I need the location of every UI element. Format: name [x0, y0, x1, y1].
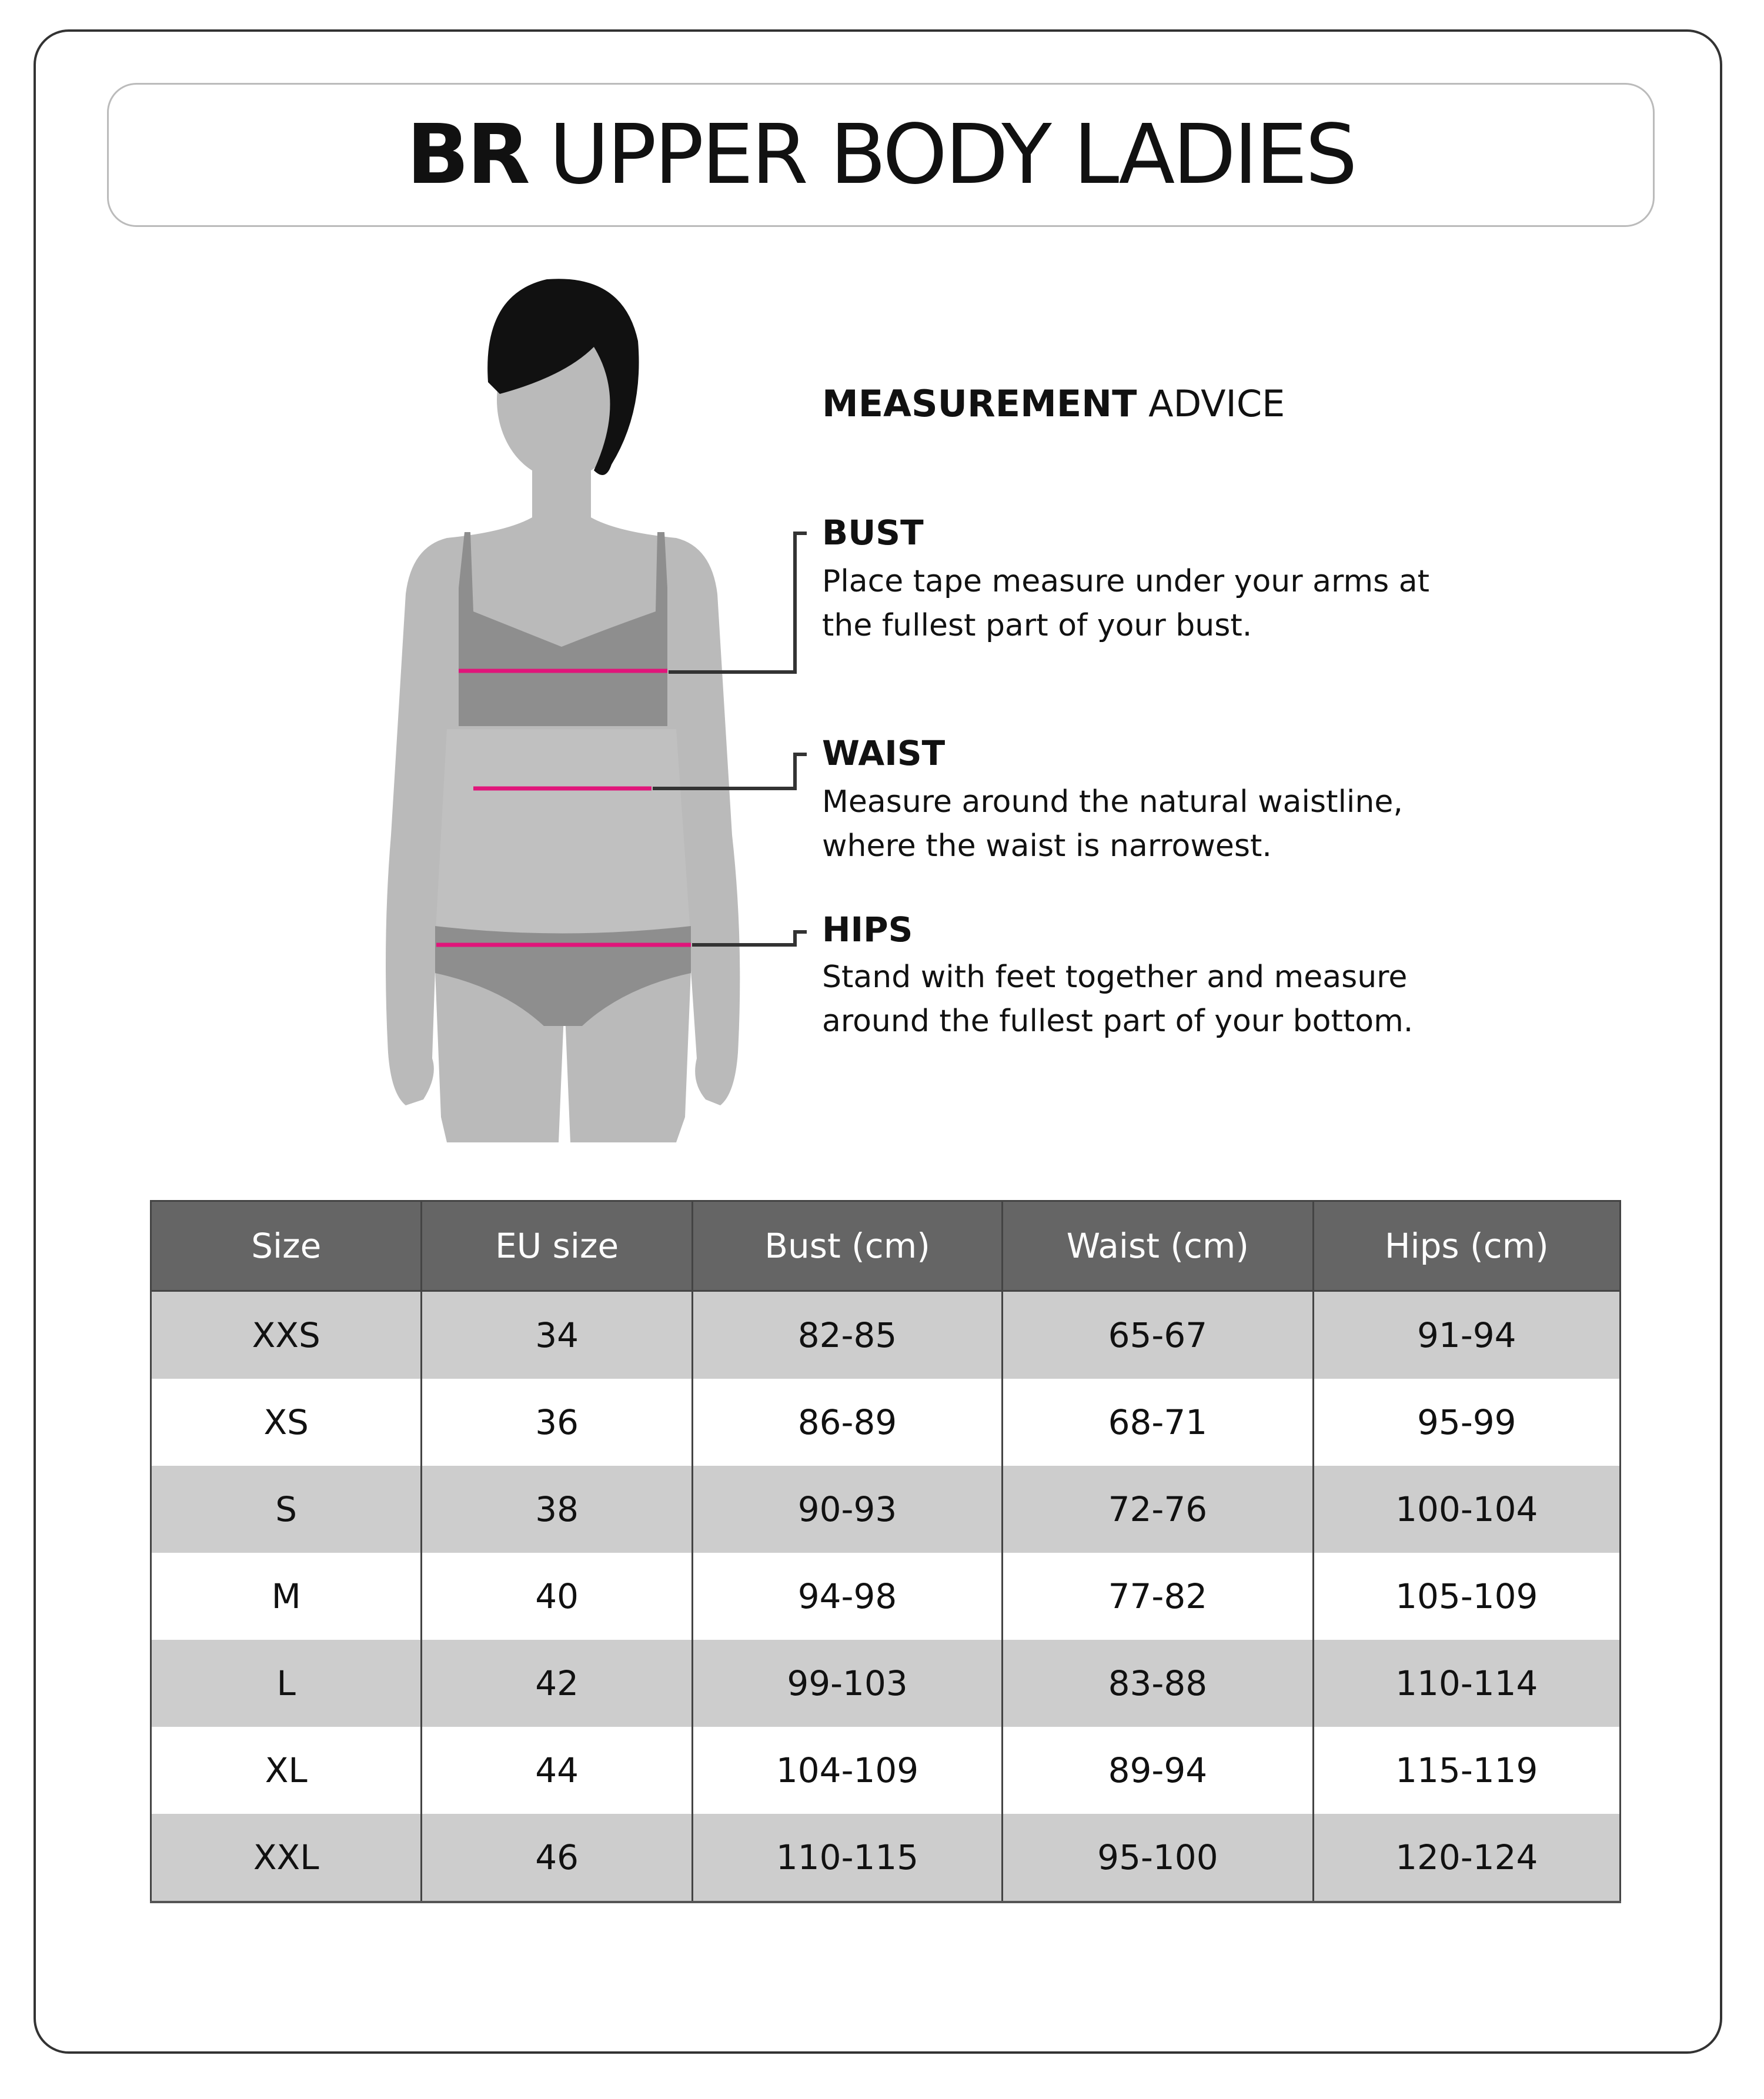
cell-hips: 91-94: [1312, 1291, 1622, 1379]
cell-eu-size: 46: [420, 1814, 693, 1903]
cell-waist: 89-94: [1001, 1727, 1314, 1814]
cell-bust: 94-98: [691, 1553, 1004, 1640]
cell-eu-size: 40: [420, 1553, 693, 1640]
table-row: XXL 46 110-115 95-100 120-124: [149, 1814, 1622, 1903]
cell-waist: 72-76: [1001, 1466, 1314, 1553]
bust-heading: BUST: [822, 513, 924, 553]
cell-bust: 110-115: [691, 1814, 1004, 1903]
hips-heading: HIPS: [822, 910, 913, 950]
cell-hips: 95-99: [1312, 1379, 1622, 1466]
advice-light: ADVICE: [1148, 382, 1285, 425]
cell-bust: 104-109: [691, 1727, 1004, 1814]
cell-hips: 105-109: [1312, 1553, 1622, 1640]
cell-size: XXS: [149, 1291, 423, 1379]
hair: [487, 279, 639, 475]
cell-hips: 115-119: [1312, 1727, 1622, 1814]
waist-desc-line1: Measure around the natural waistline,: [822, 784, 1403, 820]
title-bold: BR: [406, 107, 530, 203]
cell-waist: 83-88: [1001, 1640, 1314, 1727]
cell-size: XL: [149, 1727, 423, 1814]
table-header-row: Size EU size Bust (cm) Waist (cm) Hips (…: [149, 1200, 1622, 1292]
table-row: L 42 99-103 83-88 110-114: [149, 1640, 1622, 1727]
header-eu-size: EU size: [420, 1200, 693, 1292]
cell-bust: 99-103: [691, 1640, 1004, 1727]
cell-bust: 86-89: [691, 1379, 1004, 1466]
cell-waist: 65-67: [1001, 1291, 1314, 1379]
page-title: BR UPPER BODY LADIES: [107, 83, 1655, 227]
cell-bust: 82-85: [691, 1291, 1004, 1379]
waist-desc-line2: where the waist is narrowest.: [822, 828, 1272, 864]
cell-waist: 68-71: [1001, 1379, 1314, 1466]
table-row: M 40 94-98 77-82 105-109: [149, 1553, 1622, 1640]
cell-size: M: [149, 1553, 423, 1640]
cell-hips: 110-114: [1312, 1640, 1622, 1727]
cell-size: XXL: [149, 1814, 423, 1903]
hips-desc-line2: around the fullest part of your bottom.: [822, 1004, 1414, 1039]
cell-hips: 120-124: [1312, 1814, 1622, 1903]
cell-eu-size: 38: [420, 1466, 693, 1553]
title-light: UPPER BODY LADIES: [549, 107, 1358, 203]
header-hips: Hips (cm): [1312, 1200, 1622, 1292]
header-waist: Waist (cm): [1001, 1200, 1314, 1292]
size-table: Size EU size Bust (cm) Waist (cm) Hips (…: [149, 1200, 1622, 1903]
cell-size: L: [149, 1640, 423, 1727]
cell-bust: 90-93: [691, 1466, 1004, 1553]
cell-waist: 77-82: [1001, 1553, 1314, 1640]
connector-lines: [653, 532, 807, 947]
cell-size: S: [149, 1466, 423, 1553]
cell-eu-size: 36: [420, 1379, 693, 1466]
bust-desc-line1: Place tape measure under your arms at: [822, 564, 1430, 599]
briefs: [435, 926, 691, 1026]
header-bust: Bust (cm): [691, 1200, 1004, 1292]
measurement-advice-heading: MEASUREMENT ADVICE: [822, 382, 1285, 425]
cell-size: XS: [149, 1379, 423, 1466]
header-size: Size: [149, 1200, 423, 1292]
table-row: XS 36 86-89 68-71 95-99: [149, 1379, 1622, 1466]
cell-waist: 95-100: [1001, 1814, 1314, 1903]
cell-eu-size: 34: [420, 1291, 693, 1379]
table-row: XL 44 104-109 89-94 115-119: [149, 1727, 1622, 1814]
waist-heading: WAIST: [822, 733, 946, 773]
outer-frame: [34, 29, 1722, 2054]
hips-desc-line1: Stand with feet together and measure: [822, 960, 1408, 995]
cell-hips: 100-104: [1312, 1466, 1622, 1553]
table-row: S 38 90-93 72-76 100-104: [149, 1466, 1622, 1553]
advice-bold: MEASUREMENT: [822, 382, 1137, 425]
bust-desc-line2: the fullest part of your bust.: [822, 608, 1252, 643]
cell-eu-size: 44: [420, 1727, 693, 1814]
cell-eu-size: 42: [420, 1640, 693, 1727]
table-row: XXS 34 82-85 65-67 91-94: [149, 1291, 1622, 1379]
bra: [459, 532, 667, 726]
